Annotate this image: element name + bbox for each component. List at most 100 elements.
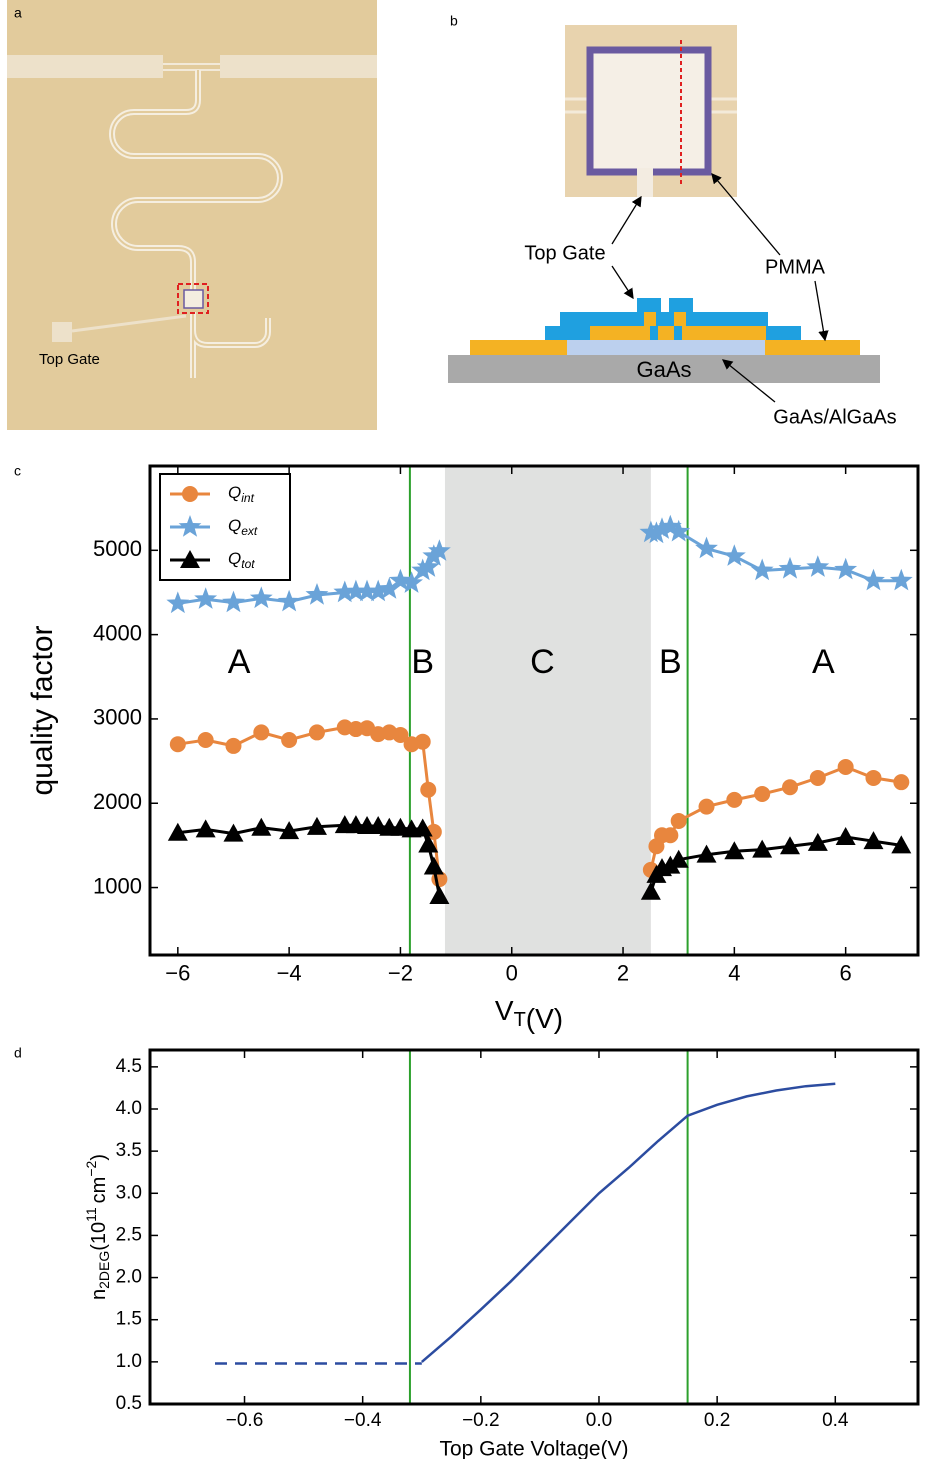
panel-a: a Top Gate bbox=[7, 0, 377, 430]
top-gate-label: Top Gate bbox=[39, 351, 100, 368]
y-tick-label: 3000 bbox=[93, 705, 142, 730]
marker bbox=[722, 544, 746, 566]
2deg-layer bbox=[567, 340, 765, 355]
marker bbox=[411, 558, 435, 581]
x-axis-label: VT(V) bbox=[495, 995, 563, 1034]
legend-label: Qext bbox=[228, 516, 258, 538]
panel-label: c bbox=[14, 463, 21, 479]
marker bbox=[645, 521, 668, 544]
x-tick-label: 0.4 bbox=[822, 1410, 849, 1431]
gate-pad bbox=[52, 322, 72, 342]
shaded-region bbox=[444, 466, 651, 955]
x-axis-label-unit: (V) bbox=[526, 1003, 563, 1034]
marker bbox=[412, 818, 433, 837]
coupler bbox=[163, 63, 220, 71]
marker bbox=[807, 832, 828, 851]
marker bbox=[780, 836, 800, 855]
legend-name: Q bbox=[228, 483, 241, 502]
marker bbox=[668, 849, 689, 868]
marker bbox=[640, 881, 661, 900]
marker bbox=[306, 816, 327, 835]
gate-square bbox=[183, 289, 204, 309]
region-label: C bbox=[530, 643, 555, 681]
y-tick-label: 4.5 bbox=[116, 1056, 142, 1077]
marker bbox=[806, 555, 830, 577]
marker bbox=[782, 779, 798, 796]
marker bbox=[195, 819, 216, 838]
x-axis-label: Top Gate Voltage(V) bbox=[439, 1438, 628, 1459]
panel-label: b bbox=[450, 13, 458, 29]
x-tick-label: 6 bbox=[840, 961, 852, 986]
marker bbox=[835, 826, 856, 845]
marker bbox=[420, 781, 437, 798]
marker bbox=[695, 536, 718, 559]
marker bbox=[752, 839, 773, 858]
marker bbox=[778, 556, 802, 579]
legend-subscript: ext bbox=[241, 524, 258, 538]
marker bbox=[754, 785, 771, 802]
x-tick-label: 4 bbox=[728, 961, 740, 986]
marker bbox=[333, 580, 357, 603]
plot-frame bbox=[148, 464, 920, 957]
marker bbox=[428, 539, 451, 561]
marker bbox=[279, 821, 300, 840]
y-tick-label: 2000 bbox=[93, 789, 142, 814]
y-tick-label: 4.0 bbox=[116, 1098, 142, 1119]
arrow bbox=[611, 195, 642, 245]
y-axis-label-part: 2DEG bbox=[96, 1251, 112, 1289]
marker bbox=[167, 822, 188, 841]
region-label: B bbox=[411, 643, 434, 681]
arrow bbox=[721, 359, 776, 403]
y-axis-label: quality factor bbox=[26, 625, 59, 795]
marker bbox=[893, 774, 910, 791]
zoom-box bbox=[177, 283, 209, 314]
x-tick-label: 0.0 bbox=[586, 1410, 612, 1431]
marker bbox=[726, 791, 743, 808]
panel-label: a bbox=[14, 5, 22, 21]
marker bbox=[698, 798, 715, 815]
resonator-gap bbox=[111, 70, 281, 378]
marker bbox=[355, 579, 379, 602]
marker bbox=[834, 557, 858, 580]
marker bbox=[223, 823, 244, 842]
y-tick-label: 2.0 bbox=[116, 1267, 142, 1288]
legend-marker bbox=[182, 486, 198, 502]
marker bbox=[650, 517, 674, 539]
arrow bbox=[814, 280, 829, 342]
arrow bbox=[711, 173, 781, 256]
feedline bbox=[7, 55, 163, 78]
marker bbox=[662, 827, 679, 844]
marker bbox=[724, 841, 745, 860]
marker bbox=[660, 855, 681, 874]
heterostructure-label: GaAs/AlGaAs bbox=[773, 406, 896, 428]
marker bbox=[658, 514, 682, 537]
y-tick-label: 3.0 bbox=[116, 1182, 142, 1203]
substrate-label: GaAs bbox=[636, 357, 691, 382]
marker bbox=[889, 568, 913, 591]
pmma-label: PMMA bbox=[765, 256, 826, 278]
legend-label: Qtot bbox=[228, 549, 255, 571]
legend-label: Qint bbox=[228, 483, 255, 505]
y-axis-label-part: cm bbox=[88, 1177, 110, 1204]
marker bbox=[414, 733, 431, 750]
y-tick-label: 1.0 bbox=[116, 1351, 142, 1372]
plot-frame bbox=[148, 1048, 920, 1406]
legend-name: Q bbox=[228, 516, 241, 535]
marker bbox=[865, 769, 882, 786]
marker bbox=[277, 589, 301, 612]
pmma-layer bbox=[674, 326, 682, 340]
legend-subscript: tot bbox=[241, 557, 255, 571]
gate-layer bbox=[644, 312, 656, 326]
feedline bbox=[220, 55, 377, 78]
marker bbox=[667, 519, 691, 542]
marker bbox=[281, 732, 298, 749]
pmma-layer bbox=[560, 312, 768, 326]
marker bbox=[837, 758, 854, 775]
x-tick-label: −0.2 bbox=[462, 1410, 500, 1431]
marker bbox=[429, 885, 450, 904]
marker bbox=[197, 732, 214, 749]
region-label: A bbox=[812, 643, 835, 681]
marker bbox=[416, 555, 440, 577]
